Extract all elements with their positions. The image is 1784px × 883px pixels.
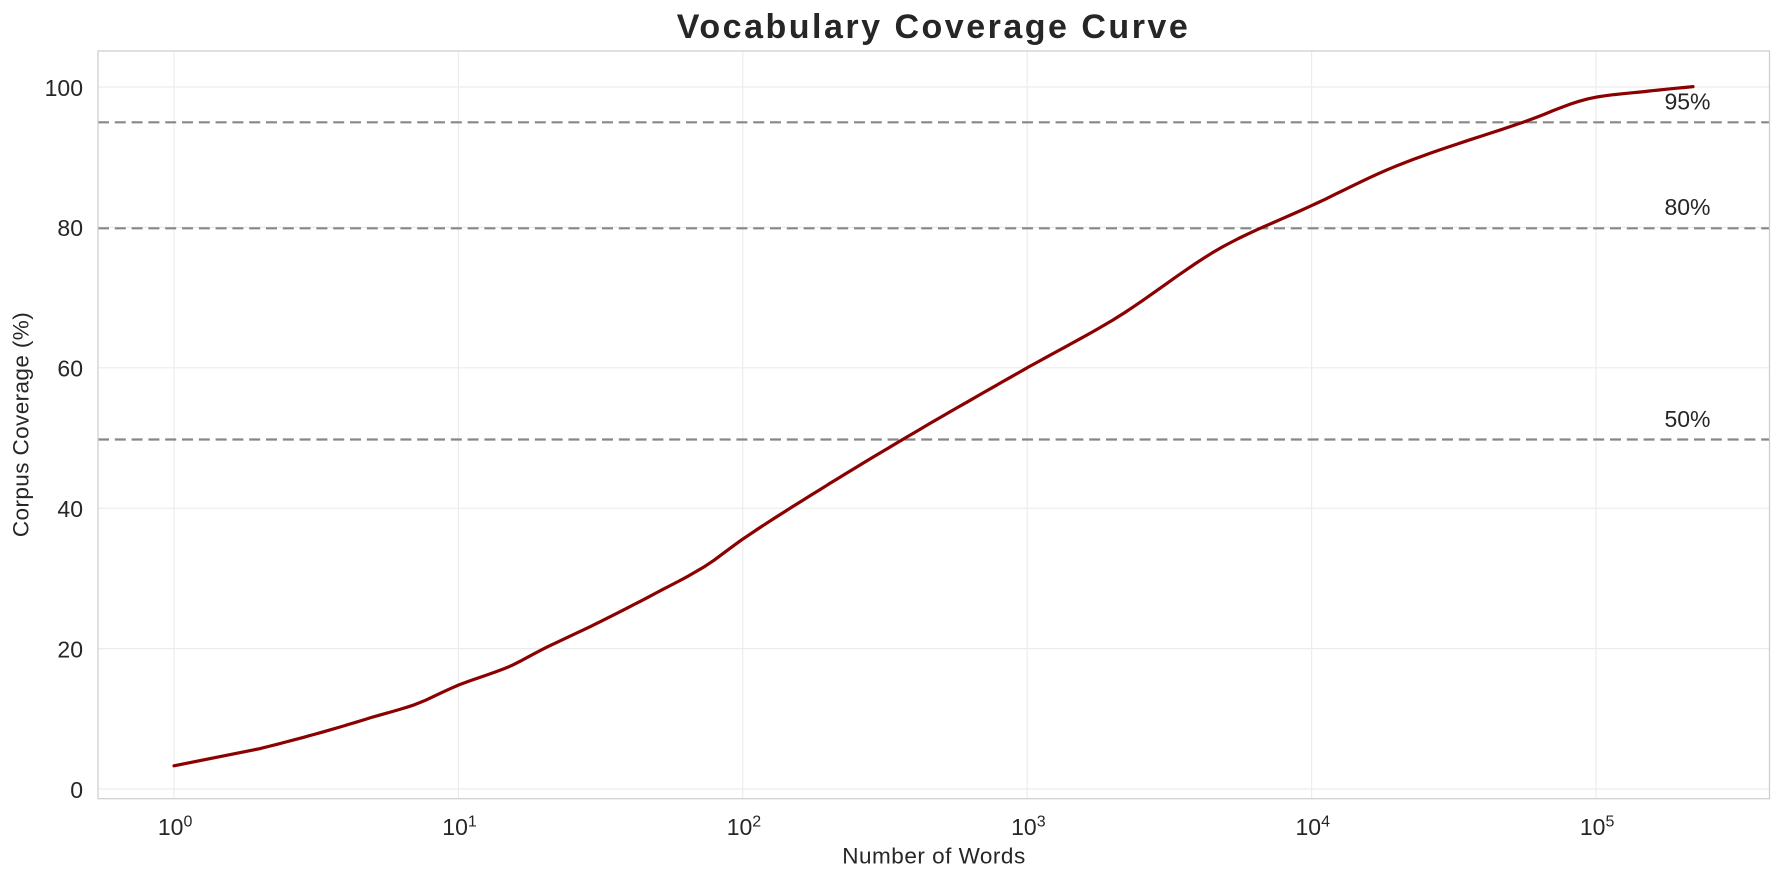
svg-text:80%: 80%	[1664, 194, 1710, 220]
svg-text:Vocabulary Coverage Curve: Vocabulary Coverage Curve	[677, 8, 1191, 46]
svg-text:40: 40	[57, 496, 83, 522]
svg-text:20: 20	[57, 636, 83, 662]
svg-text:50%: 50%	[1664, 406, 1710, 432]
svg-text:80: 80	[57, 215, 83, 241]
svg-text:100: 100	[158, 813, 193, 840]
svg-text:95%: 95%	[1664, 88, 1710, 114]
svg-text:0: 0	[70, 777, 83, 803]
svg-text:100: 100	[45, 75, 83, 101]
svg-text:Number of Words: Number of Words	[842, 844, 1025, 869]
svg-text:Corpus Coverage (%): Corpus Coverage (%)	[9, 312, 34, 537]
svg-text:60: 60	[57, 356, 83, 382]
